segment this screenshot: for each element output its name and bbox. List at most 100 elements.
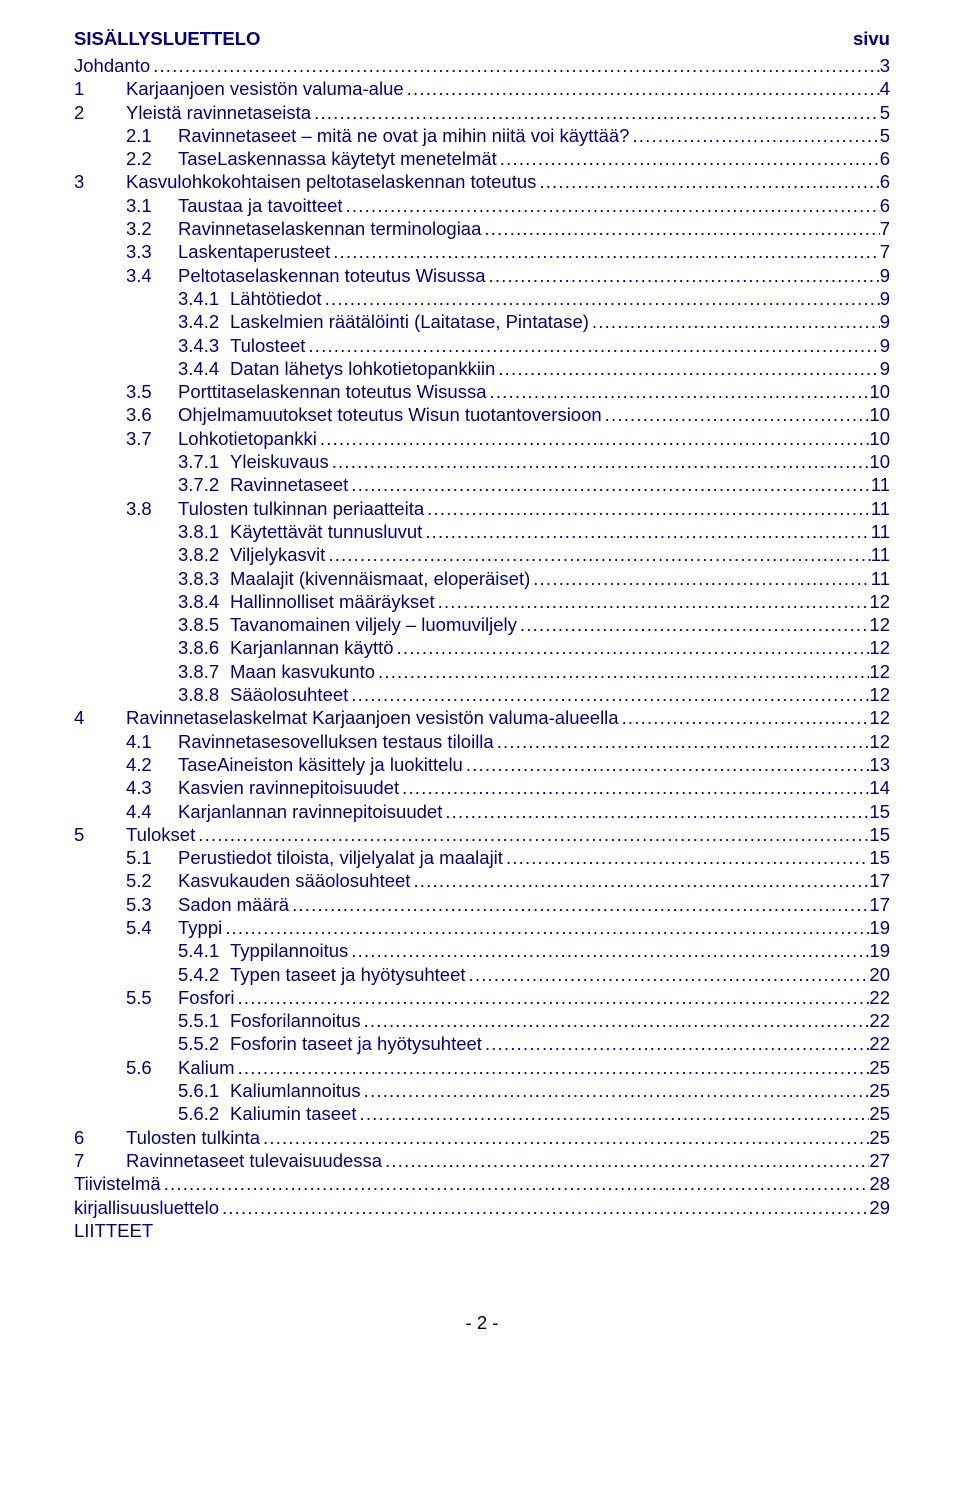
toc-leader-dots xyxy=(219,1196,869,1219)
toc-leader-dots xyxy=(161,1172,870,1195)
toc-entry-label: 5.6.2Kaliumin taseet xyxy=(178,1102,356,1125)
toc-leader-dots xyxy=(530,567,871,590)
toc-entry-page: 9 xyxy=(880,310,890,333)
toc-entry-title: Tavanomainen viljely – luomuviljely xyxy=(230,614,517,635)
toc-leader-dots xyxy=(325,543,871,566)
toc-entry-number: 4.3 xyxy=(126,776,178,799)
toc-entry-number: 3.4 xyxy=(126,264,178,287)
toc-entry[interactable]: Tiivistelmä28 xyxy=(74,1172,890,1195)
toc-entry-title: Tulosten tulkinta xyxy=(126,1127,260,1148)
toc-entry[interactable]: 4.2TaseAineiston käsittely ja luokittelu… xyxy=(74,753,890,776)
toc-entry[interactable]: 5.6.1Kaliumlannoitus25 xyxy=(74,1079,890,1102)
toc-entry[interactable]: 2.1Ravinnetaseet – mitä ne ovat ja mihin… xyxy=(74,124,890,147)
toc-entry[interactable]: 3.4.3Tulosteet9 xyxy=(74,334,890,357)
toc-entry[interactable]: 3.4.4Datan lähetys lohkotietopankkiin9 xyxy=(74,357,890,380)
toc-entry[interactable]: 4Ravinnetaselaskelmat Karjaanjoen vesist… xyxy=(74,706,890,729)
toc-entry[interactable]: 2Yleistä ravinnetaseista5 xyxy=(74,101,890,124)
toc-entry-page: 29 xyxy=(869,1196,890,1219)
toc-entry[interactable]: 6Tulosten tulkinta25 xyxy=(74,1126,890,1149)
toc-leader-dots xyxy=(424,497,871,520)
toc-entry[interactable]: 3.5Porttitaselaskennan toteutus Wisussa1… xyxy=(74,380,890,403)
toc-entry-page: 5 xyxy=(880,124,890,147)
toc-entry-label: 6Tulosten tulkinta xyxy=(74,1126,260,1149)
toc-entry-label: 5.4.1Typpilannoitus xyxy=(178,939,348,962)
toc-entry-label: 5.2Kasvukauden sääolosuhteet xyxy=(126,869,410,892)
toc-entry[interactable]: 3.8.2Viljelykasvit11 xyxy=(74,543,890,566)
toc-entry[interactable]: 3.7Lohkotietopankki10 xyxy=(74,427,890,450)
toc-entry-title: Ravinnetaselaskennan terminologiaa xyxy=(178,218,481,239)
toc-entry[interactable]: 5.6Kalium25 xyxy=(74,1056,890,1079)
toc-entry-label: 3.8.8Sääolosuhteet xyxy=(178,683,348,706)
toc-entry-page: 10 xyxy=(869,403,890,426)
toc-entry[interactable]: 4.4Karjanlannan ravinnepitoisuudet15 xyxy=(74,800,890,823)
toc-entry-page: 10 xyxy=(869,427,890,450)
toc-entry-number: 3.8.2 xyxy=(178,543,230,566)
toc-entry[interactable]: 3Kasvulohkokohtaisen peltotaselaskennan … xyxy=(74,170,890,193)
toc-entry-page: 11 xyxy=(871,520,890,543)
toc-entry[interactable]: 3.8.5Tavanomainen viljely – luomuviljely… xyxy=(74,613,890,636)
toc-entry-label: 3.6Ohjelmamuutokset toteutus Wisun tuota… xyxy=(126,403,602,426)
toc-entry[interactable]: 5.4.1Typpilannoitus19 xyxy=(74,939,890,962)
toc-entry-title: Viljelykasvit xyxy=(230,544,325,565)
toc-entry-label: 3.7.2Ravinnetaseet xyxy=(178,473,348,496)
toc-entry[interactable]: 3.8.7Maan kasvukunto12 xyxy=(74,660,890,683)
toc-entry-number: 3.8.1 xyxy=(178,520,230,543)
toc-leader-dots xyxy=(289,893,869,916)
toc-entry-number: 5.6.1 xyxy=(178,1079,230,1102)
toc-entry[interactable]: 3.4Peltotaselaskennan toteutus Wisussa9 xyxy=(74,264,890,287)
toc-entry-number: 5.6 xyxy=(126,1056,178,1079)
toc-leader-dots xyxy=(311,101,880,124)
toc-entry[interactable]: 3.7.1Yleiskuvaus10 xyxy=(74,450,890,473)
toc-entry-number: 7 xyxy=(74,1149,126,1172)
toc-entry[interactable]: 5.4Typpi19 xyxy=(74,916,890,939)
toc-entry[interactable]: 4.1Ravinnetasesovelluksen testaus tiloil… xyxy=(74,730,890,753)
toc-entry[interactable]: 5.6.2Kaliumin taseet25 xyxy=(74,1102,890,1125)
toc-entry-label: 3.8.6Karjanlannan käyttö xyxy=(178,636,394,659)
toc-entry-label: 5.4.2Typen taseet ja hyötysuhteet xyxy=(178,963,466,986)
toc-entry[interactable]: 5.4.2Typen taseet ja hyötysuhteet20 xyxy=(74,963,890,986)
toc-entry[interactable]: 5Tulokset15 xyxy=(74,823,890,846)
toc-entry[interactable]: 3.8.1Käytettävät tunnusluvut11 xyxy=(74,520,890,543)
toc-entry[interactable]: Johdanto3 xyxy=(74,54,890,77)
toc-entry-title: Karjaanjoen vesistön valuma-alue xyxy=(126,78,404,99)
toc-entry[interactable]: 3.1Taustaa ja tavoitteet6 xyxy=(74,194,890,217)
toc-entry[interactable]: 7Ravinnetaseet tulevaisuudessa27 xyxy=(74,1149,890,1172)
toc-entry-title: Ravinnetaseet tulevaisuudessa xyxy=(126,1150,382,1171)
toc-entry[interactable]: 3.8.6Karjanlannan käyttö12 xyxy=(74,636,890,659)
toc-entry[interactable]: 3.8.3Maalajit (kivennäismaat, eloperäise… xyxy=(74,567,890,590)
toc-leader-dots xyxy=(619,706,870,729)
toc-entry[interactable]: 3.3Laskentaperusteet7 xyxy=(74,240,890,263)
toc-entry[interactable]: 3.4.1Lähtötiedot9 xyxy=(74,287,890,310)
toc-entry[interactable]: LIITTEET xyxy=(74,1219,890,1242)
toc-entry-label: 4.1Ravinnetasesovelluksen testaus tiloil… xyxy=(126,730,494,753)
toc-entry[interactable]: 5.5Fosfori22 xyxy=(74,986,890,1009)
toc-entry-title: LIITTEET xyxy=(74,1220,153,1241)
toc-entry-page: 9 xyxy=(880,264,890,287)
toc-entry[interactable]: 3.8.8Sääolosuhteet12 xyxy=(74,683,890,706)
toc-entry-label: Tiivistelmä xyxy=(74,1172,161,1195)
toc-entry[interactable]: 3.6Ohjelmamuutokset toteutus Wisun tuota… xyxy=(74,403,890,426)
toc-entry[interactable]: 3.2Ravinnetaselaskennan terminologiaa7 xyxy=(74,217,890,240)
toc-entry[interactable]: 5.5.2Fosforin taseet ja hyötysuhteet22 xyxy=(74,1032,890,1055)
toc-leader-dots xyxy=(435,590,870,613)
toc-entry[interactable]: 1Karjaanjoen vesistön valuma-alue4 xyxy=(74,77,890,100)
toc-entry[interactable]: 5.5.1Fosforilannoitus22 xyxy=(74,1009,890,1032)
toc-entry-number: 3.7.1 xyxy=(178,450,230,473)
toc-entry[interactable]: 3.8Tulosten tulkinnan periaatteita11 xyxy=(74,497,890,520)
toc-entry[interactable]: 2.2TaseLaskennassa käytetyt menetelmät6 xyxy=(74,147,890,170)
page-number-footer: - 2 - xyxy=(74,1312,890,1334)
toc-entry-label: 3.2Ravinnetaselaskennan terminologiaa xyxy=(126,217,481,240)
toc-entry[interactable]: 5.1Perustiedot tiloista, viljelyalat ja … xyxy=(74,846,890,869)
toc-entry[interactable]: kirjallisuusluettelo29 xyxy=(74,1196,890,1219)
toc-entry[interactable]: 5.3Sadon määrä17 xyxy=(74,893,890,916)
toc-entry-label: 3.3Laskentaperusteet xyxy=(126,240,330,263)
toc-leader-dots xyxy=(361,1079,870,1102)
toc-entry[interactable]: 5.2Kasvukauden sääolosuhteet17 xyxy=(74,869,890,892)
toc-entry-page: 15 xyxy=(869,823,890,846)
toc-entry-number: 4 xyxy=(74,706,126,729)
toc-entry[interactable]: 3.4.2Laskelmien räätälöinti (Laitatase, … xyxy=(74,310,890,333)
toc-entry[interactable]: 3.7.2Ravinnetaseet11 xyxy=(74,473,890,496)
toc-entry[interactable]: 4.3Kasvien ravinnepitoisuudet14 xyxy=(74,776,890,799)
toc-entry[interactable]: 3.8.4Hallinnolliset määräykset12 xyxy=(74,590,890,613)
toc-entry-page: 10 xyxy=(869,450,890,473)
